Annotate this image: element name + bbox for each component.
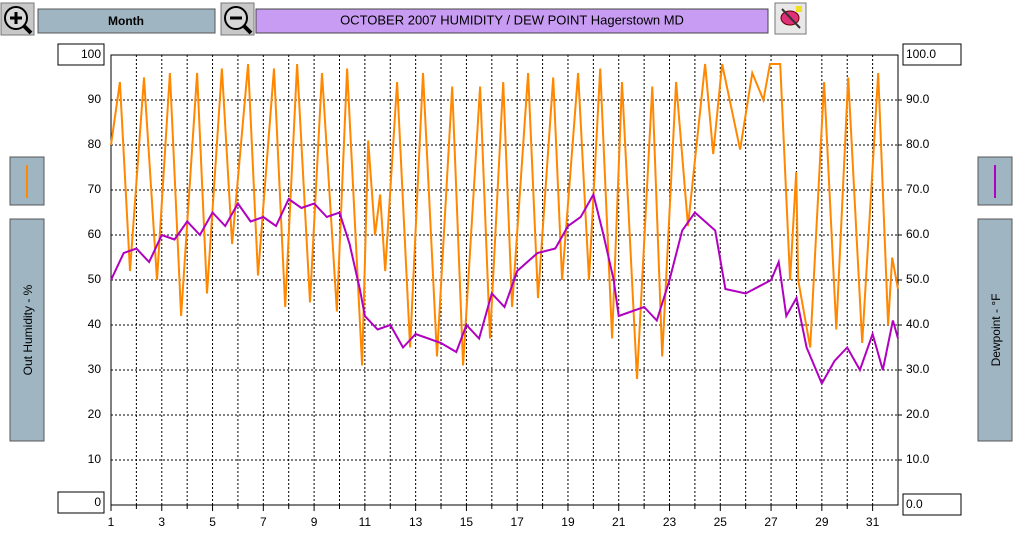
zoom-out-button[interactable]: [220, 2, 255, 36]
y-tick-box: [57, 491, 105, 514]
series-line: [110, 191, 899, 386]
series-line: [110, 63, 899, 380]
x-tick-label: 17: [511, 515, 525, 529]
x-tick-label: 31: [866, 515, 880, 529]
y2-tick-box: [902, 493, 962, 516]
y2-tick-label: 50.0: [906, 272, 930, 286]
y-tick-label: 70: [88, 182, 102, 196]
x-tick-label: 13: [409, 515, 423, 529]
x-tick-label: 9: [311, 515, 318, 529]
y2-tick-label: 30.0: [906, 362, 930, 376]
y2-tick-box: [902, 43, 962, 66]
y-tick-label: 100: [81, 47, 101, 61]
y-tick-label: 40: [88, 317, 102, 331]
x-tick-label: 29: [815, 515, 829, 529]
y2-tick-label: 0.0: [906, 497, 923, 511]
x-tick-label: 21: [612, 515, 626, 529]
y-label-panel: [9, 218, 45, 442]
y-tick-label: 80: [88, 137, 102, 151]
period-label: Month: [108, 14, 144, 28]
y2-axis-label: Dewpoint - °F: [989, 294, 1003, 367]
y-tick-label: 30: [88, 362, 102, 376]
y2-tick-label: 90.0: [906, 92, 930, 106]
y2-tick-label: 100.0: [906, 47, 936, 61]
y2-tick-label: 80.0: [906, 137, 930, 151]
x-tick-label: 25: [714, 515, 728, 529]
x-tick-label: 19: [561, 515, 575, 529]
y-tick-label: 50: [88, 272, 102, 286]
y-axis-label: Out Humidity - %: [21, 284, 35, 375]
y-tick-label: 20: [88, 407, 102, 421]
y2-label-panel: [977, 218, 1013, 442]
x-tick-label: 7: [260, 515, 267, 529]
y2-tick-label: 60.0: [906, 227, 930, 241]
y-tick-box: [57, 43, 105, 66]
y2-tick-label: 70.0: [906, 182, 930, 196]
x-tick-label: 27: [764, 515, 778, 529]
y-tick-label: 60: [88, 227, 102, 241]
y2-tick-label: 40.0: [906, 317, 930, 331]
y-tick-label: 90: [88, 92, 102, 106]
x-tick-label: 1: [108, 515, 115, 529]
x-tick-label: 23: [663, 515, 677, 529]
x-tick-label: 5: [209, 515, 216, 529]
y2-tick-label: 10.0: [906, 452, 930, 466]
y2-tick-label: 20.0: [906, 407, 930, 421]
zoom-in-button[interactable]: [0, 2, 35, 36]
y-tick-label: 0: [94, 495, 101, 509]
title-bar: [255, 8, 769, 34]
period-select[interactable]: [37, 8, 216, 34]
x-tick-label: 3: [158, 515, 165, 529]
x-tick-label: 11: [359, 515, 372, 529]
y-tick-label: 10: [88, 452, 102, 466]
x-tick-label: 15: [460, 515, 474, 529]
chart-title: OCTOBER 2007 HUMIDITY / DEW POINT Hagers…: [340, 12, 684, 27]
print-button[interactable]: [774, 2, 807, 35]
